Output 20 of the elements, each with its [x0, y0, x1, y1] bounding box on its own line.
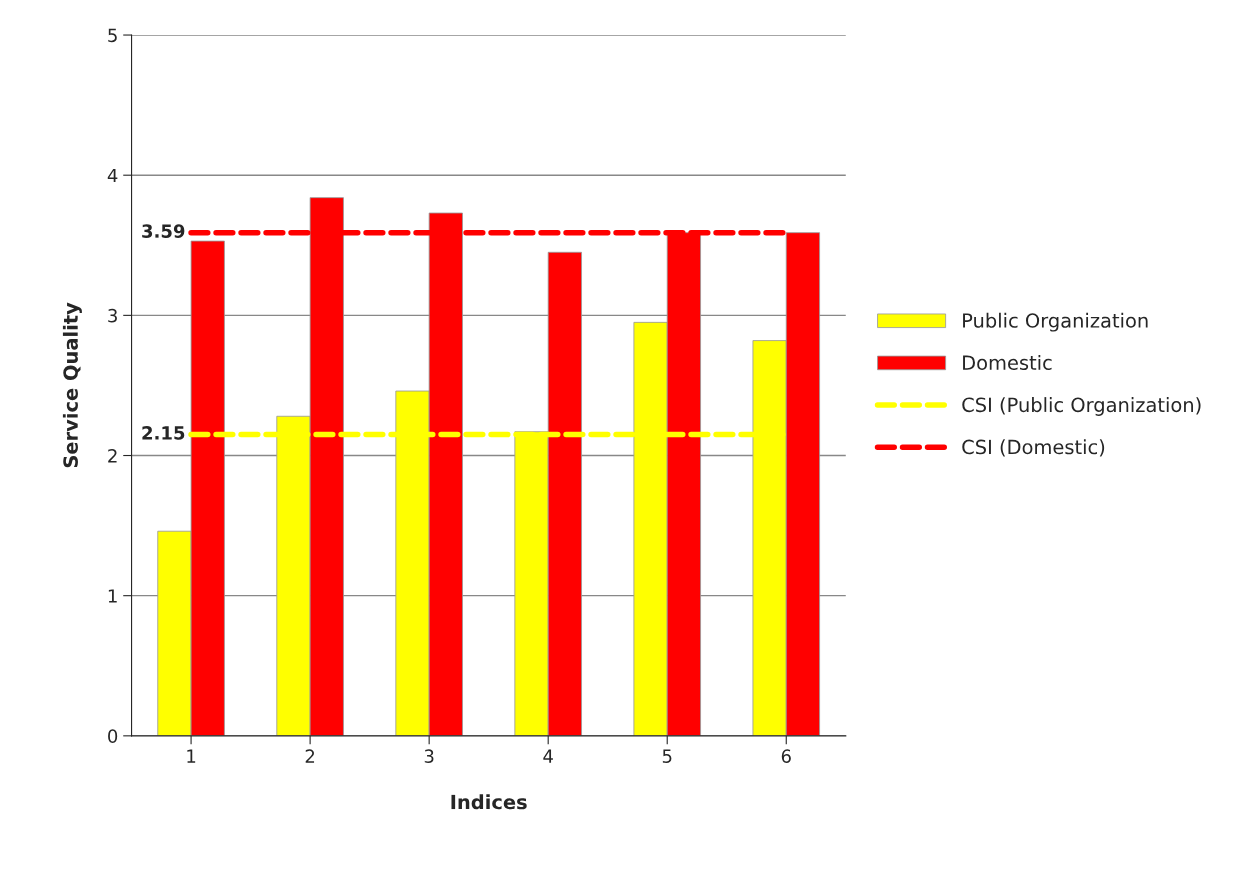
y-tick-label: 1: [108, 589, 117, 603]
data-label: 2.15: [142, 426, 185, 440]
legend-label: Public Organization: [963, 312, 1148, 332]
data-label: 3.59: [142, 224, 185, 238]
y-tick-label: 4: [107, 168, 118, 183]
x-tick-label: 3: [424, 749, 434, 764]
x-tick-label: 6: [781, 749, 791, 764]
y-tick-label: 3: [108, 308, 117, 323]
y-tick-label: 0: [108, 729, 118, 743]
y-tick-label: 2: [108, 448, 117, 463]
legend-label: CSI (Public Organization): [962, 397, 1201, 416]
y-tick-label: 5: [108, 28, 117, 43]
x-tick-label: 1: [187, 749, 196, 763]
x-tick-label: 5: [662, 749, 672, 764]
x-axis-title: Indices: [451, 794, 527, 810]
legend-label: CSI (Domestic): [962, 439, 1105, 457]
legend-label: Domestic: [963, 354, 1052, 371]
y-axis-title: Service Quality: [62, 302, 82, 468]
x-tick-label: 4: [543, 749, 553, 763]
x-tick-label: 2: [305, 749, 315, 763]
